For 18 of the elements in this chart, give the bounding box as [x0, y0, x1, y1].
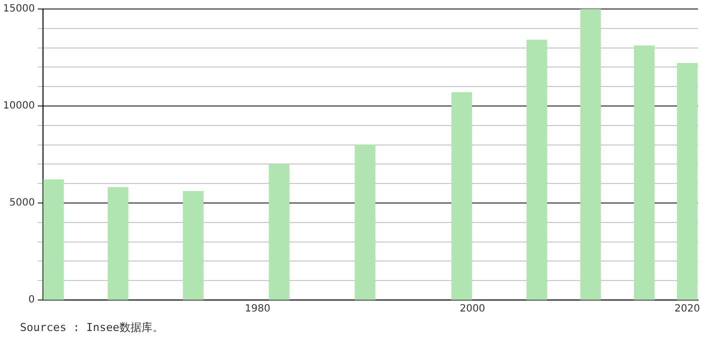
bar	[108, 187, 128, 300]
bar	[451, 92, 472, 300]
bar	[354, 144, 376, 300]
bar	[182, 191, 204, 300]
bar	[580, 9, 601, 300]
x-tick-label: 1980	[244, 304, 270, 315]
y-tick-label: 10000	[3, 100, 35, 112]
bar	[268, 164, 290, 300]
x-tick-label: 2000	[460, 304, 486, 315]
bar	[634, 46, 655, 300]
y-tick-label: 15000	[3, 4, 35, 15]
y-tick-label: 5000	[9, 198, 35, 209]
source-note: Sources : Insee数据库。	[20, 320, 164, 335]
bar	[43, 179, 64, 300]
x-tick-label: 2020	[674, 304, 700, 315]
bar	[526, 40, 548, 300]
y-tick-label: 0	[28, 294, 35, 306]
bar	[676, 62, 698, 300]
